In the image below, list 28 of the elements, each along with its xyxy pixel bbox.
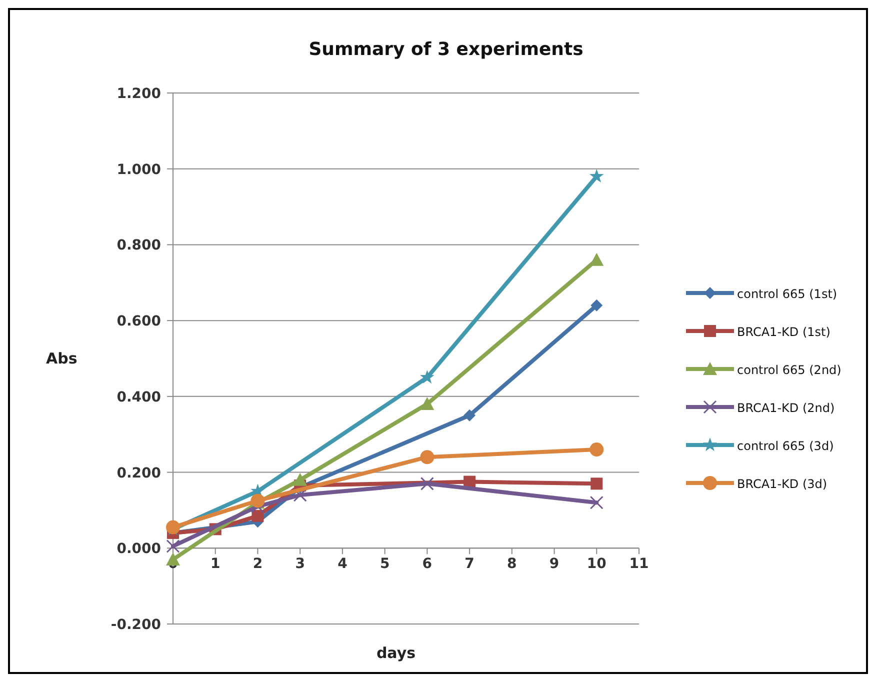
x-tick-label: 8 <box>507 556 517 572</box>
y-tick-label: -0.200 <box>110 617 162 633</box>
legend-label: BRCA1-KD (3d) <box>737 477 828 491</box>
legend-label: BRCA1-KD (1st) <box>737 325 830 339</box>
x-tick-label: 10 <box>586 556 607 572</box>
x-tick-label: 2 <box>252 556 263 572</box>
y-axis-title: Abs <box>46 350 78 368</box>
x-tick-label: 11 <box>629 556 649 572</box>
x-tick-label: 4 <box>338 556 348 572</box>
y-tick-label: 1.200 <box>116 86 162 102</box>
y-tick-label: 0.000 <box>116 541 162 558</box>
chart-title: Summary of 3 experiments <box>308 39 584 60</box>
y-tick-label: 0.600 <box>116 314 162 330</box>
x-tick-label: 5 <box>380 556 390 572</box>
y-tick-label: 0.200 <box>116 465 162 482</box>
x-tick-label: 7 <box>464 556 474 572</box>
x-tick-label: 1 <box>210 556 220 572</box>
y-tick-label: 1.000 <box>116 162 162 178</box>
x-tick-label: 9 <box>549 556 560 572</box>
legend-label: BRCA1-KD (2nd) <box>737 401 835 415</box>
x-tick-label: 3 <box>295 556 305 572</box>
x-axis-title: days <box>376 644 416 662</box>
y-tick-label: 0.400 <box>116 389 162 406</box>
x-tick-label: 6 <box>422 556 432 572</box>
legend-label: control 665 (2nd) <box>737 363 842 377</box>
legend-label: control 665 (1st) <box>737 287 838 301</box>
legend-label: control 665 (3d) <box>737 439 834 453</box>
y-tick-label: 0.800 <box>116 238 162 254</box>
